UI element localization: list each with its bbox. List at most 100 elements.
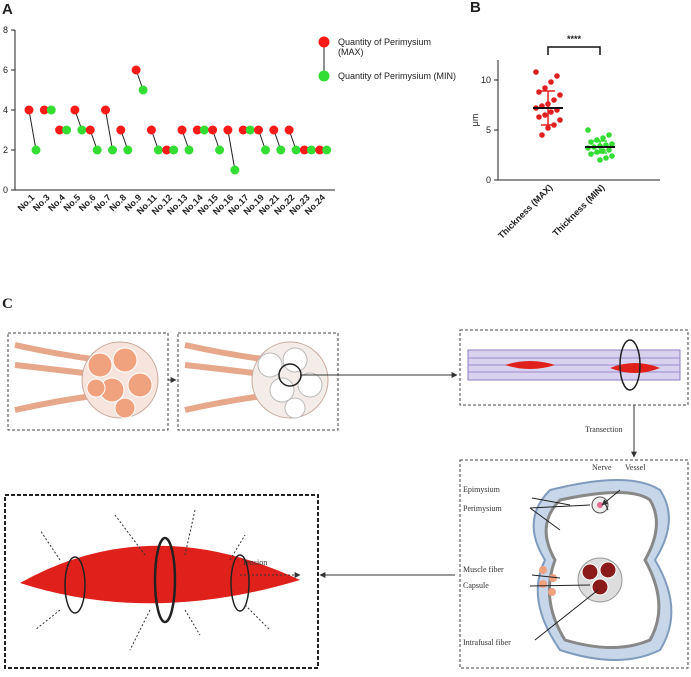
legend-label: Quantity of Perimysium (MAX) bbox=[338, 37, 432, 57]
dot bbox=[254, 125, 263, 135]
dot bbox=[322, 145, 332, 155]
box bbox=[459, 459, 689, 669]
dot bbox=[24, 105, 34, 115]
fiber bbox=[20, 545, 300, 604]
x-tick-label: Thickness (MIN) bbox=[551, 182, 607, 238]
dot bbox=[551, 97, 557, 103]
y-tick-label: 2 bbox=[3, 145, 8, 155]
dot bbox=[315, 145, 325, 155]
dot bbox=[269, 125, 279, 135]
bracket bbox=[547, 46, 601, 55]
label: Perimysium bbox=[463, 504, 502, 513]
dot bbox=[533, 69, 539, 75]
dot bbox=[177, 125, 187, 135]
dot bbox=[597, 157, 603, 163]
dot bbox=[554, 73, 560, 79]
y-tick-label: 8 bbox=[3, 25, 8, 35]
y-tick-label: 5 bbox=[486, 125, 491, 135]
dot bbox=[153, 145, 163, 155]
dot bbox=[557, 92, 563, 98]
dot bbox=[548, 109, 554, 115]
dot bbox=[123, 145, 133, 155]
y-label: μm bbox=[470, 114, 480, 127]
legend-label: Quantity of Perimysium (MIN) bbox=[338, 71, 457, 81]
y-tick-label: 0 bbox=[3, 185, 8, 195]
dot bbox=[603, 155, 609, 161]
dot bbox=[108, 145, 117, 155]
panel-label: C bbox=[2, 296, 13, 312]
dot bbox=[85, 125, 95, 135]
dot bbox=[131, 65, 141, 75]
connector bbox=[28, 109, 37, 151]
dot bbox=[585, 127, 591, 133]
panel-label: B bbox=[470, 0, 481, 16]
dot bbox=[261, 145, 270, 155]
dot bbox=[542, 112, 548, 118]
dot bbox=[306, 145, 316, 155]
dot bbox=[146, 125, 156, 135]
dot bbox=[192, 125, 202, 135]
dot bbox=[536, 114, 542, 120]
dot bbox=[169, 145, 179, 155]
dot bbox=[116, 125, 126, 135]
legend-marker bbox=[318, 36, 330, 48]
box bbox=[459, 329, 689, 406]
connector bbox=[105, 109, 113, 151]
dot bbox=[536, 89, 542, 95]
dot bbox=[588, 151, 594, 157]
ring bbox=[153, 536, 177, 624]
ring bbox=[230, 554, 250, 612]
dot bbox=[609, 153, 615, 159]
dot bbox=[606, 147, 612, 153]
dot bbox=[291, 145, 301, 155]
dot bbox=[39, 105, 49, 115]
legend-marker bbox=[318, 70, 330, 82]
ring bbox=[64, 556, 86, 614]
dot bbox=[600, 135, 606, 141]
label: Capsule bbox=[463, 581, 489, 590]
box bbox=[4, 494, 319, 669]
dot bbox=[284, 125, 294, 135]
label: Transection bbox=[585, 425, 622, 434]
dot bbox=[77, 125, 87, 135]
label: Vessel bbox=[625, 463, 646, 472]
y-tick-label: 6 bbox=[3, 65, 8, 75]
y-tick-label: 4 bbox=[3, 105, 8, 115]
x-tick-label: Thickness (MAX) bbox=[496, 182, 554, 240]
dot bbox=[545, 125, 551, 131]
label: Muscle fiber bbox=[463, 565, 504, 574]
dot bbox=[199, 125, 209, 135]
dot bbox=[62, 125, 72, 135]
dot bbox=[138, 85, 148, 95]
y-tick-label: 10 bbox=[481, 75, 491, 85]
dot bbox=[542, 85, 548, 91]
dot bbox=[606, 132, 612, 138]
label: Tension bbox=[242, 558, 267, 567]
arrow bbox=[34, 509, 300, 651]
dot bbox=[588, 139, 594, 145]
dot bbox=[70, 105, 80, 115]
dot bbox=[92, 145, 102, 155]
y-tick-label: 0 bbox=[486, 175, 491, 185]
dot bbox=[184, 145, 194, 155]
dot bbox=[594, 137, 600, 143]
dot bbox=[230, 165, 240, 175]
annotation: **** bbox=[567, 34, 582, 44]
box bbox=[7, 332, 169, 431]
dot bbox=[238, 125, 248, 135]
dot bbox=[208, 125, 218, 135]
label: Intrafusal fiber bbox=[463, 638, 511, 647]
dot bbox=[101, 105, 110, 115]
label: Epimysium bbox=[463, 485, 501, 494]
dot bbox=[594, 149, 600, 155]
panel-label: A bbox=[2, 1, 13, 18]
dot bbox=[557, 117, 563, 123]
dot bbox=[46, 105, 56, 115]
pointer bbox=[529, 489, 621, 641]
dot bbox=[609, 141, 615, 147]
dot bbox=[162, 145, 172, 155]
dot bbox=[548, 79, 554, 85]
box bbox=[177, 332, 339, 431]
